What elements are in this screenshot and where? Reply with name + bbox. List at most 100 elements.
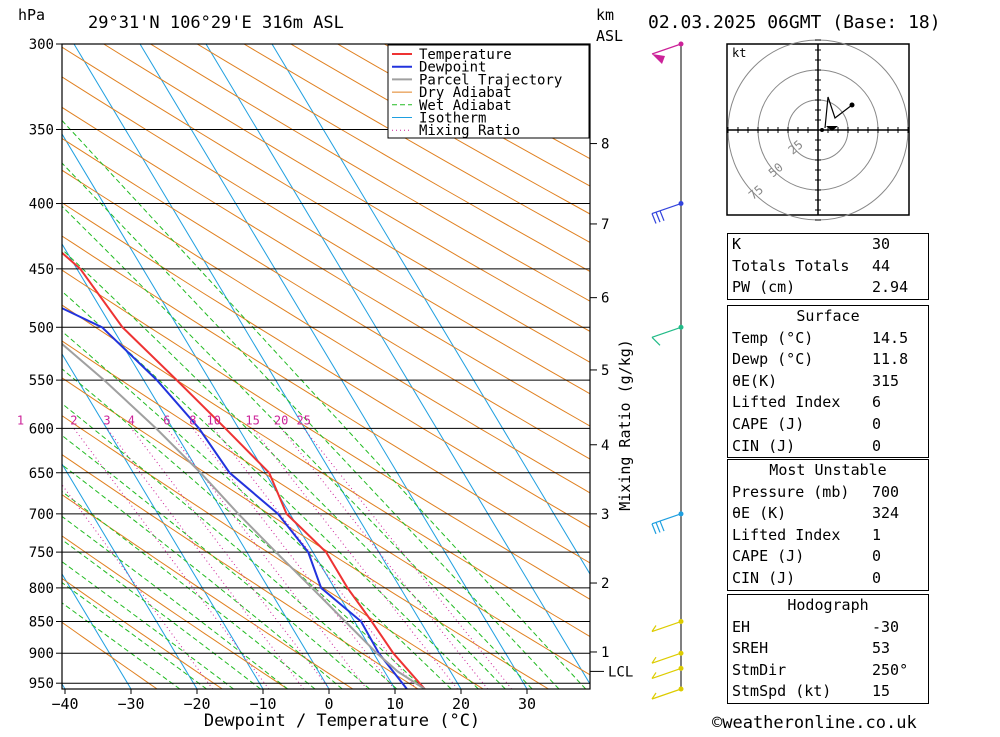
wind-barb bbox=[652, 622, 681, 632]
index-value: 44 bbox=[872, 256, 924, 278]
mixing-ratio-label: 2 bbox=[70, 413, 77, 427]
wind-barb-feather bbox=[652, 214, 656, 224]
hodograph-trace-end bbox=[850, 103, 855, 108]
wind-barb bbox=[652, 653, 681, 663]
index-label: EH bbox=[732, 617, 750, 639]
wind-barb-feather bbox=[652, 337, 660, 345]
index-value: 14.5 bbox=[872, 328, 924, 350]
height-tick-label: 8 bbox=[601, 137, 609, 153]
index-value: 2.94 bbox=[872, 277, 924, 299]
index-row: Pressure (mb) 700 bbox=[728, 482, 928, 504]
datetime-title: 02.03.2025 06GMT (Base: 18) bbox=[648, 12, 941, 33]
mixing-ratio-label: 4 bbox=[128, 413, 135, 427]
pressure-tick-label: 300 bbox=[29, 37, 54, 53]
temperature-tick-label: −30 bbox=[117, 695, 144, 713]
pressure-tick-label: 800 bbox=[29, 581, 54, 597]
index-label: StmDir bbox=[732, 660, 786, 682]
mixing-ratio-line bbox=[281, 428, 488, 689]
temperature-tick-label: −40 bbox=[51, 695, 78, 713]
index-row: CAPE (J) 0 bbox=[728, 546, 928, 568]
index-row: PW (cm)2.94 bbox=[728, 277, 928, 299]
index-row: θE (K)324 bbox=[728, 503, 928, 525]
dry-adiabat-line bbox=[0, 44, 157, 689]
wind-barb bbox=[652, 44, 681, 54]
height-tick-label: 3 bbox=[601, 507, 609, 523]
pressure-tick-label: 850 bbox=[29, 615, 54, 631]
height-ref-label: ASL bbox=[596, 27, 623, 45]
most-unstable-title: Most Unstable bbox=[728, 460, 928, 482]
index-value: 53 bbox=[872, 638, 924, 660]
index-label: CIN (J) bbox=[732, 568, 795, 590]
dry-adiabat-line bbox=[0, 44, 614, 689]
wind-barb-feather bbox=[660, 211, 664, 221]
mixing-ratio-label: 15 bbox=[245, 413, 259, 427]
index-value: 324 bbox=[872, 503, 924, 525]
index-label: Dewp (°C) bbox=[732, 349, 813, 371]
dewpoint-profile bbox=[0, 44, 407, 689]
index-value: 250° bbox=[872, 660, 924, 682]
wet-adiabat-line bbox=[0, 44, 180, 689]
hodograph-origin bbox=[820, 128, 824, 132]
index-label: CIN (J) bbox=[732, 436, 795, 458]
wet-adiabat-line bbox=[0, 44, 559, 689]
index-label: Pressure (mb) bbox=[732, 482, 849, 504]
index-row: EH-30 bbox=[728, 617, 928, 639]
height-tick-label: 2 bbox=[601, 576, 609, 592]
pressure-axis: 3003504004505005506006507007508008509009… bbox=[29, 37, 62, 692]
pressure-tick-label: 500 bbox=[29, 320, 54, 336]
index-value: 0 bbox=[872, 546, 924, 568]
index-row: StmSpd (kt)15 bbox=[728, 681, 928, 703]
mixing-ratio-label: 20 bbox=[274, 413, 288, 427]
mixing-ratio-axis-label: Mixing Ratio (g/kg) bbox=[616, 339, 634, 511]
height-unit-label: km bbox=[596, 6, 614, 24]
mixing-ratio-label: 25 bbox=[297, 413, 311, 427]
wind-barb-feather bbox=[656, 522, 660, 532]
wind-barb-feather bbox=[656, 212, 660, 222]
index-value: 315 bbox=[872, 371, 924, 393]
mixing-ratio-label: 1 bbox=[17, 413, 24, 427]
pressure-tick-label: 900 bbox=[29, 646, 54, 662]
height-tick-label: 6 bbox=[601, 291, 609, 307]
wind-barb-feather bbox=[652, 524, 656, 534]
mixing-ratio-line bbox=[131, 428, 329, 689]
surface-title: Surface bbox=[728, 306, 928, 328]
pressure-tick-label: 950 bbox=[29, 676, 54, 692]
index-label: CAPE (J) bbox=[732, 546, 804, 568]
index-label: θE(K) bbox=[732, 371, 777, 393]
index-value: 700 bbox=[872, 482, 924, 504]
index-value: 0 bbox=[872, 568, 924, 590]
height-tick-label: 1 bbox=[601, 645, 609, 661]
index-label: Totals Totals bbox=[732, 256, 849, 278]
index-label: Lifted Index bbox=[732, 525, 840, 547]
pressure-tick-label: 350 bbox=[29, 122, 54, 138]
pressure-tick-label: 400 bbox=[29, 197, 54, 213]
pressure-tick-label: 700 bbox=[29, 507, 54, 523]
mixing-ratio-line bbox=[107, 428, 304, 689]
pressure-tick-label: 600 bbox=[29, 421, 54, 437]
index-row: CAPE (J)0 bbox=[728, 414, 928, 436]
wind-barb bbox=[652, 668, 681, 678]
index-label: Temp (°C) bbox=[732, 328, 813, 350]
index-value: 30 bbox=[872, 234, 924, 256]
mixing-ratio-label: 10 bbox=[206, 413, 220, 427]
height-tick-label: 5 bbox=[601, 363, 609, 379]
index-row: Temp (°C) 14.5 bbox=[728, 328, 928, 350]
index-value: 0 bbox=[872, 436, 924, 458]
index-row: Totals Totals 44 bbox=[728, 256, 928, 278]
pressure-tick-label: 750 bbox=[29, 545, 54, 561]
pressure-tick-label: 450 bbox=[29, 262, 54, 278]
index-row: Dewp (°C)11.8 bbox=[728, 349, 928, 371]
temperature-tick-label: 30 bbox=[518, 695, 536, 713]
index-row: CIN (J) 0 bbox=[728, 436, 928, 458]
wind-barb-flag bbox=[652, 54, 665, 64]
dry-adiabat-line bbox=[0, 44, 418, 689]
